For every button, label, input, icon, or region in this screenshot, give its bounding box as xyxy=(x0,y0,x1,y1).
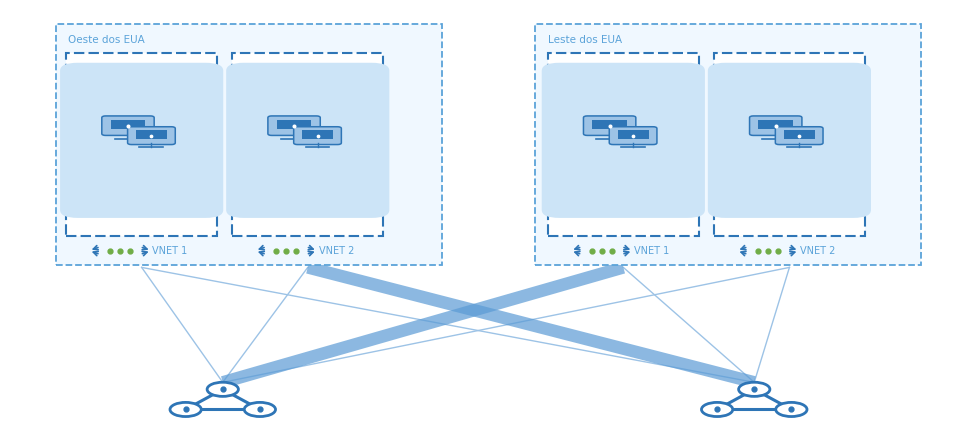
Text: VNET 1: VNET 1 xyxy=(634,246,669,255)
FancyBboxPatch shape xyxy=(592,120,627,129)
Text: Oeste dos EUA: Oeste dos EUA xyxy=(68,35,146,46)
Circle shape xyxy=(244,402,276,416)
FancyBboxPatch shape xyxy=(60,63,223,218)
FancyBboxPatch shape xyxy=(128,127,175,145)
Text: Leste dos EUA: Leste dos EUA xyxy=(548,35,622,46)
FancyBboxPatch shape xyxy=(784,130,815,139)
Text: VNET 2: VNET 2 xyxy=(800,246,835,255)
FancyBboxPatch shape xyxy=(713,53,866,236)
FancyBboxPatch shape xyxy=(136,130,167,139)
FancyBboxPatch shape xyxy=(610,127,657,145)
FancyBboxPatch shape xyxy=(758,120,793,129)
FancyBboxPatch shape xyxy=(65,53,217,236)
Circle shape xyxy=(701,402,733,416)
FancyBboxPatch shape xyxy=(617,130,649,139)
FancyBboxPatch shape xyxy=(110,120,146,129)
FancyBboxPatch shape xyxy=(276,120,312,129)
Circle shape xyxy=(739,382,770,396)
FancyBboxPatch shape xyxy=(302,130,333,139)
FancyBboxPatch shape xyxy=(583,116,636,135)
FancyBboxPatch shape xyxy=(56,24,442,265)
Text: VNET 2: VNET 2 xyxy=(319,246,354,255)
Circle shape xyxy=(170,402,201,416)
FancyBboxPatch shape xyxy=(707,63,871,218)
FancyBboxPatch shape xyxy=(776,127,823,145)
FancyBboxPatch shape xyxy=(535,24,921,265)
FancyBboxPatch shape xyxy=(749,116,802,135)
FancyBboxPatch shape xyxy=(294,127,341,145)
Circle shape xyxy=(207,382,238,396)
FancyBboxPatch shape xyxy=(547,53,700,236)
FancyBboxPatch shape xyxy=(232,53,383,236)
FancyBboxPatch shape xyxy=(541,63,705,218)
FancyBboxPatch shape xyxy=(268,116,320,135)
Text: VNET 1: VNET 1 xyxy=(152,246,188,255)
FancyBboxPatch shape xyxy=(102,116,154,135)
Circle shape xyxy=(776,402,807,416)
FancyBboxPatch shape xyxy=(226,63,389,218)
